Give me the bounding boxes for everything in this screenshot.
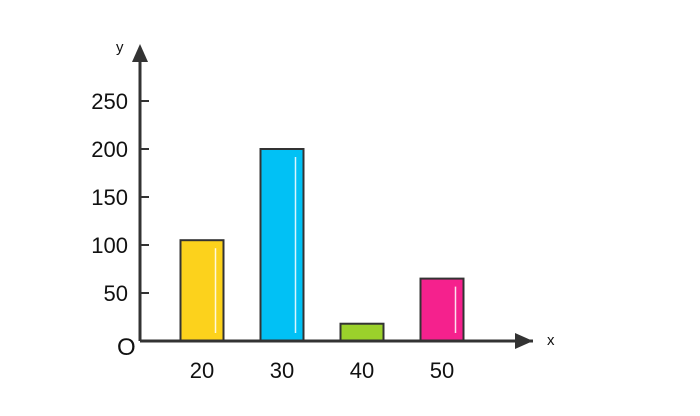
x-axis-arrow-icon bbox=[515, 333, 533, 349]
origin-label: O bbox=[117, 334, 136, 361]
bar-40 bbox=[339, 322, 385, 343]
bars-group bbox=[179, 148, 465, 343]
y-tick-label-150: 150 bbox=[91, 185, 128, 210]
y-tick-label-250: 250 bbox=[91, 89, 128, 114]
x-axis-label: x bbox=[547, 332, 555, 349]
y-axis-label: y bbox=[116, 39, 124, 56]
y-axis-arrow-icon bbox=[132, 44, 148, 62]
bar-30 bbox=[259, 148, 305, 342]
x-tick-label-20: 20 bbox=[190, 358, 214, 383]
y-tick-label-50: 50 bbox=[104, 281, 128, 306]
bar-20 bbox=[179, 239, 225, 342]
x-tick-label-40: 40 bbox=[350, 358, 374, 383]
x-ticks-group: 20 30 40 50 bbox=[190, 358, 454, 383]
y-ticks-group: 50 100 150 200 250 bbox=[91, 89, 149, 306]
x-tick-label-30: 30 bbox=[270, 358, 294, 383]
y-tick-label-200: 200 bbox=[91, 137, 128, 162]
x-tick-label-50: 50 bbox=[430, 358, 454, 383]
bar-50 bbox=[419, 277, 465, 343]
y-tick-label-100: 100 bbox=[91, 233, 128, 258]
